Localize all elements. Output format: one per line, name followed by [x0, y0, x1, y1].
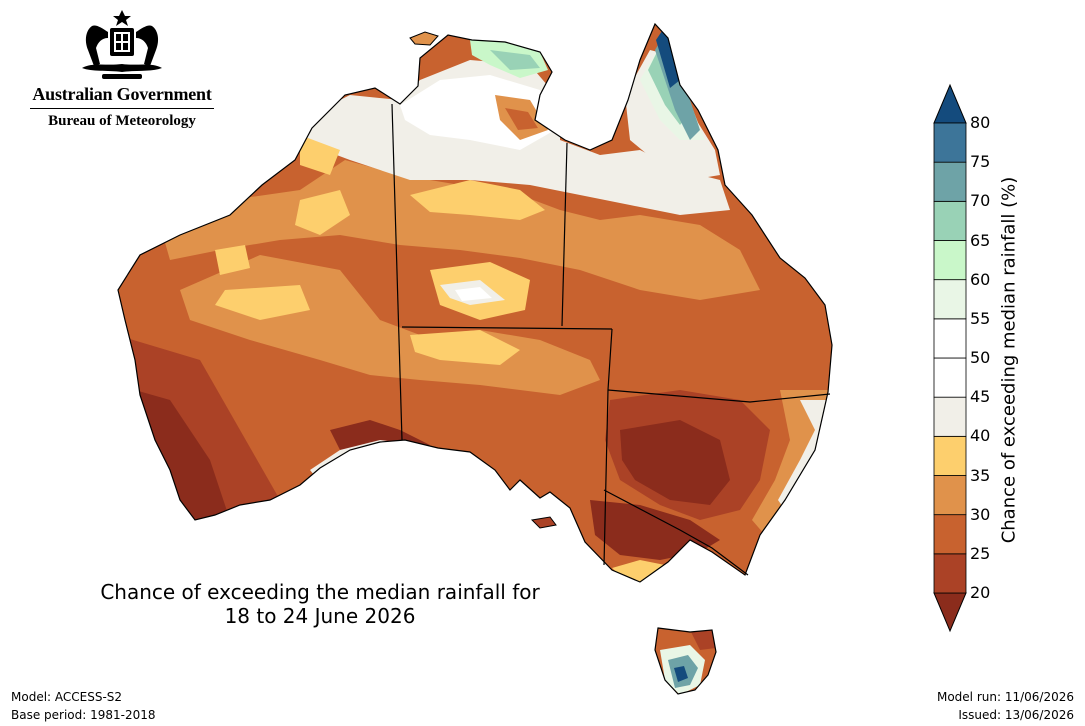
colorbar-bin — [933, 553, 967, 594]
colorbar-tick-label: 40 — [970, 426, 991, 446]
colorbar-tick-label: 75 — [970, 152, 991, 172]
kangaroo-island — [530, 516, 557, 529]
colorbar — [933, 83, 967, 633]
agency-logo: Australian Government Bureau of Meteorol… — [22, 8, 222, 140]
colorbar-bin-bottom — [933, 592, 967, 633]
model-run-date: Model run: 11/06/2026 — [936, 690, 1074, 704]
colorbar-tick-label: 50 — [970, 348, 991, 367]
colorbar-bin — [933, 475, 967, 516]
issued-date: Issued: 13/06/2026 — [958, 708, 1074, 722]
colorbar-tick-label: 70 — [970, 191, 991, 211]
footer-right: Model run: 11/06/2026 Issued: 13/06/2026 — [937, 688, 1074, 724]
colorbar-tick-label: 20 — [970, 583, 991, 602]
colorbar-bin — [933, 318, 967, 359]
map-title: Chance of exceeding the median rainfall … — [60, 580, 580, 628]
model-name: Model: ACCESS-S2 — [11, 690, 123, 704]
footer-left: Model: ACCESS-S2 Base period: 1981-2018 — [11, 688, 156, 724]
tasmania-coastline — [654, 627, 717, 695]
colorbar-tick-label: 55 — [970, 308, 991, 328]
colorbar-tick-label: 35 — [970, 465, 991, 485]
colorbar-bin-top — [933, 83, 967, 124]
colorbar-tick-label: 60 — [970, 269, 991, 289]
state-borders — [391, 103, 831, 576]
tiwi-islands — [409, 31, 439, 46]
title-line-2: 18 to 24 June 2026 — [224, 604, 416, 628]
colorbar-bin — [933, 396, 967, 437]
colorbar-bin — [933, 122, 967, 163]
colorbar-label: Chance of exceeding median rainfall (%) — [998, 176, 1020, 544]
title-line-1: Chance of exceeding the median rainfall … — [100, 580, 540, 604]
colorbar-tick-label: 25 — [970, 543, 991, 563]
colorbar-bin — [933, 200, 967, 241]
mainland-coastline — [117, 22, 833, 583]
logo-divider — [30, 108, 214, 109]
government-name: Australian Government — [32, 84, 212, 104]
colorbar-bin — [933, 240, 967, 281]
colorbar-tick-label: 45 — [970, 387, 991, 407]
colorbar-bin — [933, 514, 967, 555]
colorbar-bin — [933, 357, 967, 398]
tasmania-probability-field — [655, 628, 716, 694]
colorbar-bin — [933, 435, 967, 476]
coat-of-arms-icon — [82, 10, 162, 79]
bureau-name: Bureau of Meteorology — [48, 113, 196, 129]
colorbar-tick-label: 80 — [970, 113, 991, 132]
colorbar-bin — [933, 161, 967, 202]
colorbar-bin — [933, 279, 967, 320]
colorbar-tick-label: 65 — [970, 230, 991, 250]
colorbar-tick-label: 30 — [970, 504, 991, 524]
base-period: Base period: 1981-2018 — [11, 708, 156, 722]
